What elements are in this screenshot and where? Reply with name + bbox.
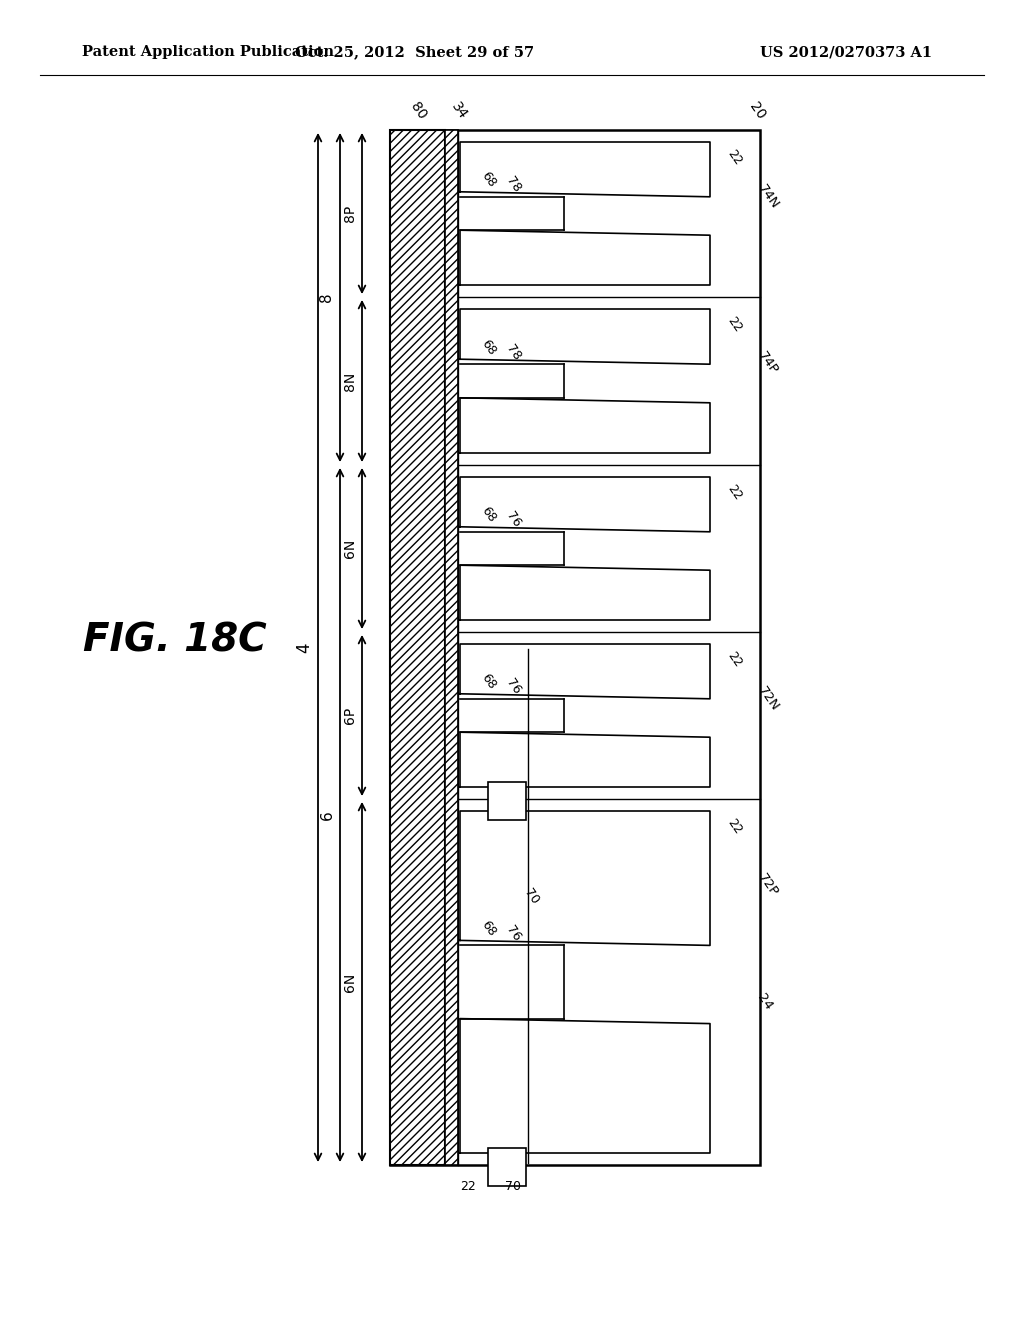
Text: 74P: 74P [755,350,780,378]
Polygon shape [460,532,564,565]
Polygon shape [460,698,564,733]
Polygon shape [460,197,564,230]
Text: 76: 76 [504,510,523,531]
Text: 70: 70 [522,887,542,907]
Polygon shape [460,364,564,397]
Polygon shape [460,230,710,285]
Bar [445,129,458,1166]
Polygon shape [460,565,710,620]
Polygon shape [460,1019,710,1152]
Text: 72N: 72N [755,685,781,714]
Text: 68: 68 [478,672,499,692]
Bar [390,129,445,1166]
Text: 80: 80 [408,100,429,123]
Text: 78: 78 [504,342,523,363]
Polygon shape [460,810,710,945]
Text: 68: 68 [478,337,499,358]
Bar [488,781,526,820]
Text: 6: 6 [319,810,335,820]
Text: 76: 76 [504,677,523,697]
Text: 22: 22 [725,649,744,671]
Text: 22: 22 [725,483,744,503]
Polygon shape [460,945,564,1019]
Text: 68: 68 [478,504,499,525]
Text: 8: 8 [319,293,335,302]
Polygon shape [460,477,710,532]
Text: 72P: 72P [755,871,780,899]
Text: 6N: 6N [343,973,357,991]
Text: 8P: 8P [343,205,357,222]
Text: 22: 22 [725,314,744,335]
Text: 76: 76 [504,923,523,944]
Bar [390,129,760,1166]
Text: 74N: 74N [755,182,781,211]
Bar [488,1148,526,1185]
Polygon shape [460,397,710,453]
Text: 68: 68 [478,917,499,939]
Polygon shape [460,733,710,787]
Text: FIG. 18C: FIG. 18C [83,620,267,659]
Text: 22: 22 [725,817,744,837]
Polygon shape [460,644,710,698]
Text: 78: 78 [504,174,523,195]
Text: Patent Application Publication: Patent Application Publication [82,45,334,59]
Text: 4: 4 [295,643,313,653]
Text: 70: 70 [505,1180,521,1193]
Text: 6P: 6P [343,708,357,725]
Text: 6N: 6N [343,539,357,558]
Text: 24: 24 [755,991,775,1012]
Text: 20: 20 [746,100,768,123]
Text: Oct. 25, 2012  Sheet 29 of 57: Oct. 25, 2012 Sheet 29 of 57 [296,45,535,59]
Text: 22: 22 [460,1180,476,1193]
Polygon shape [460,309,710,364]
Text: 8N: 8N [343,371,357,391]
Text: 68: 68 [478,169,499,190]
Text: 34: 34 [449,100,470,123]
Text: US 2012/0270373 A1: US 2012/0270373 A1 [760,45,932,59]
Text: 22: 22 [725,148,744,168]
Polygon shape [460,143,710,197]
